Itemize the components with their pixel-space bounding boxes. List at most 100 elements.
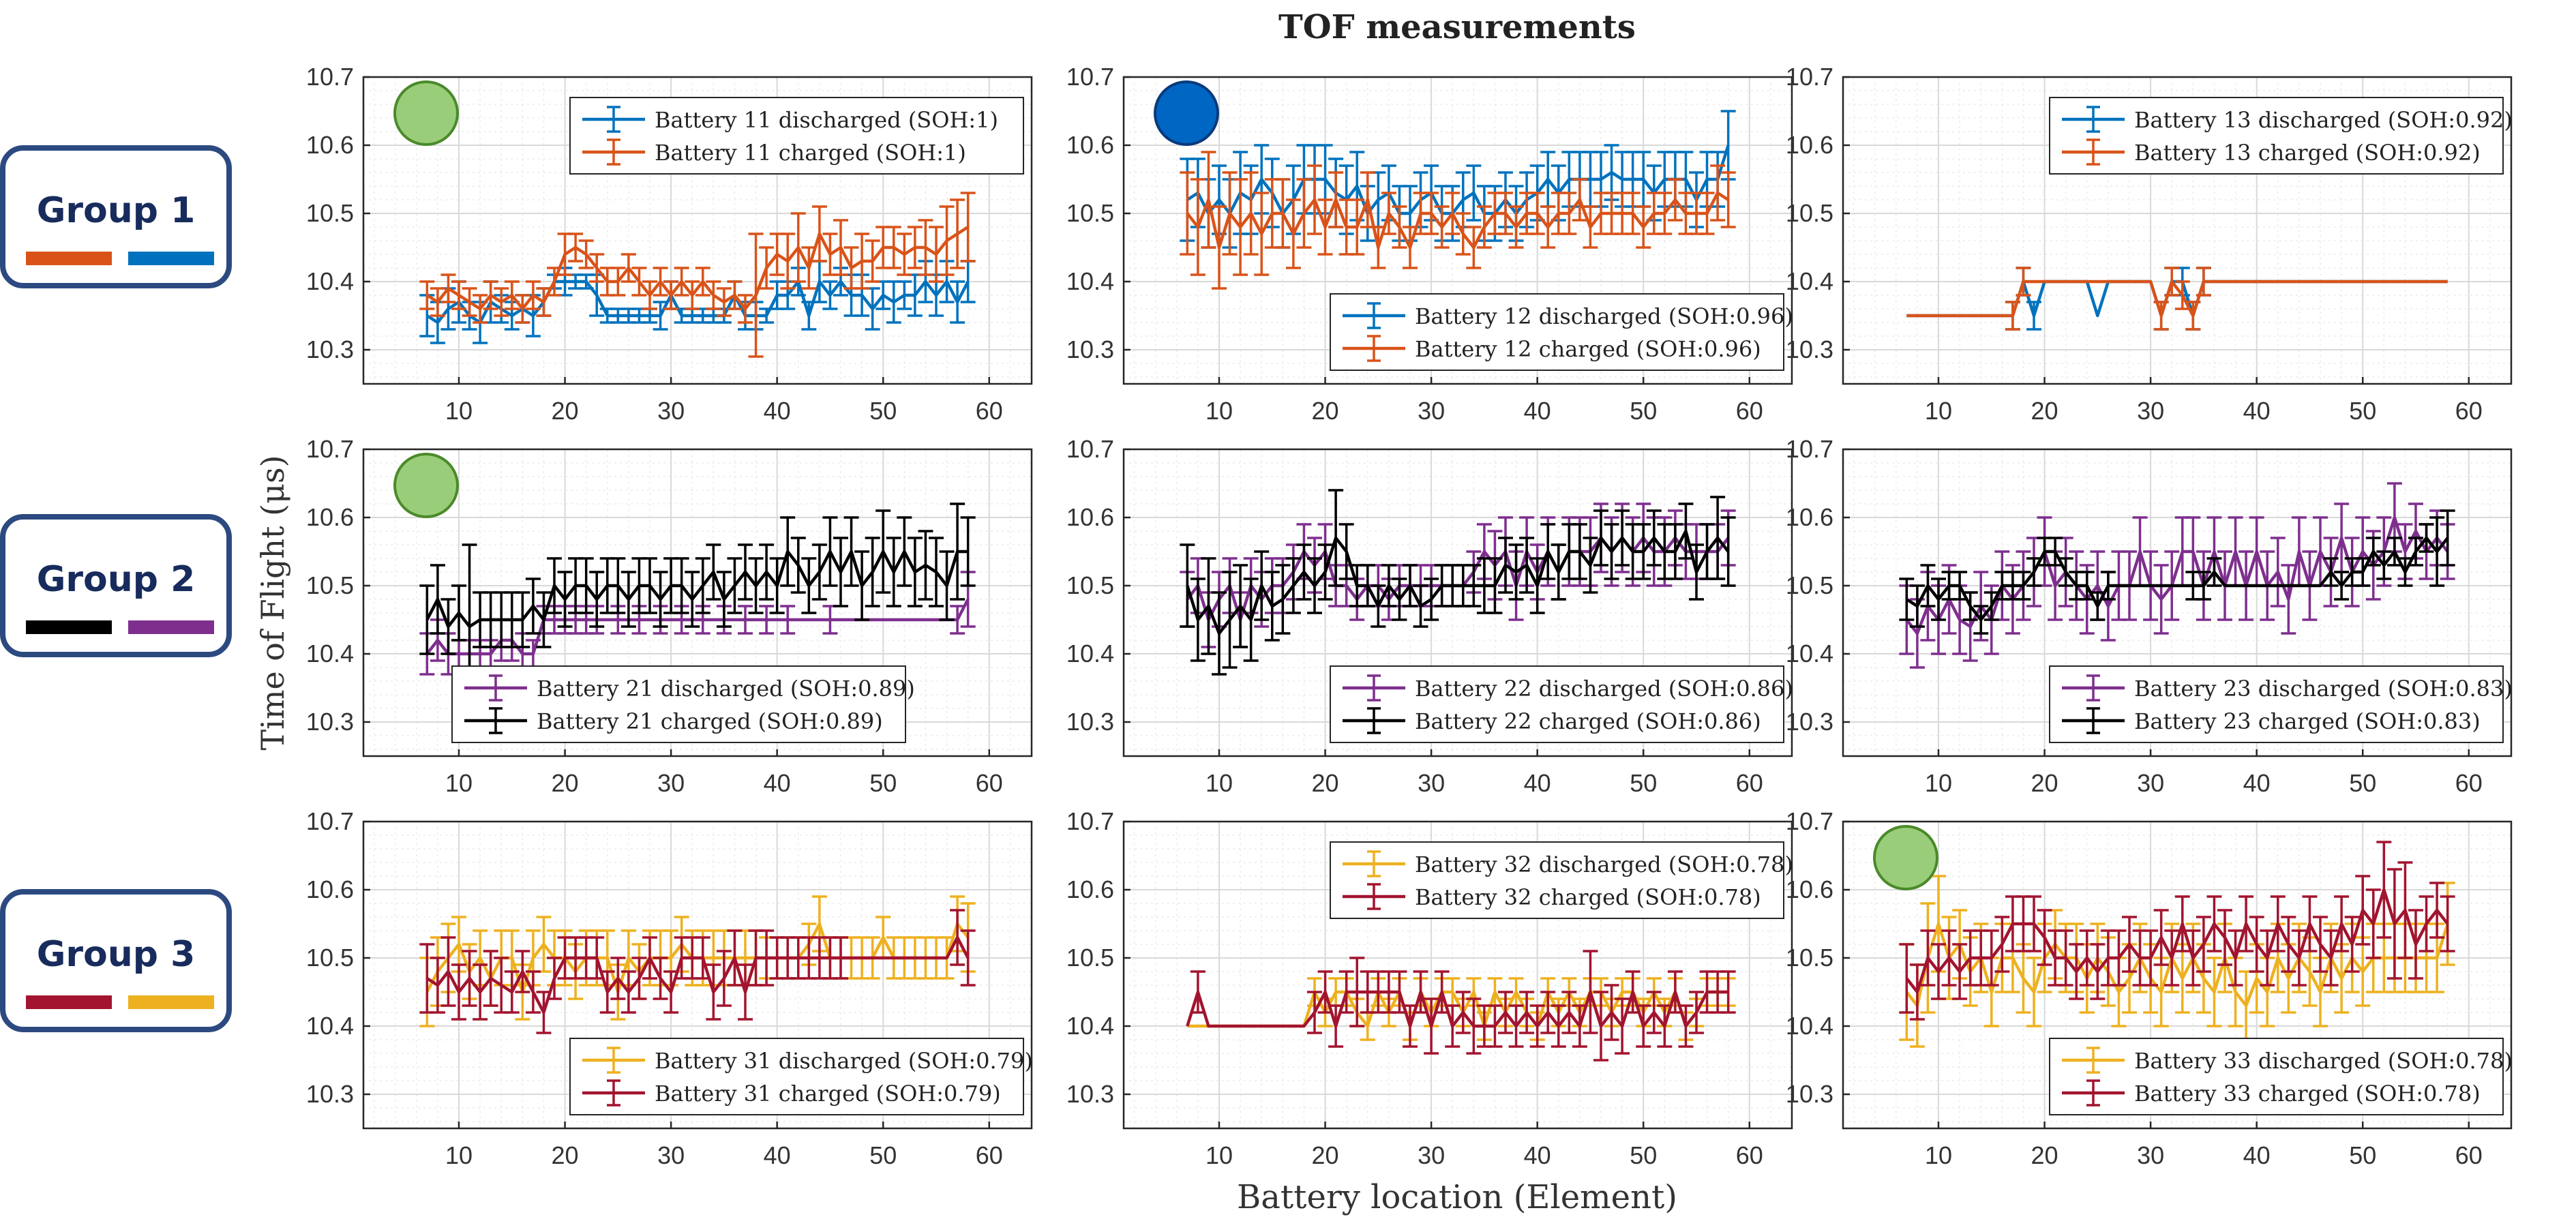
x-tick-label: 50 bbox=[1630, 769, 1657, 797]
y-tick-label: 10.3 bbox=[1786, 1080, 1833, 1108]
y-tick-label: 10.6 bbox=[306, 131, 354, 159]
group-3-title: Group 3 bbox=[36, 934, 196, 975]
legend-box bbox=[1330, 293, 1784, 371]
panel-31-frame bbox=[362, 820, 1033, 1130]
legend-label: Battery 32 discharged (SOH:0.78) bbox=[1415, 852, 1793, 877]
x-tick-label: 10 bbox=[445, 1141, 473, 1169]
y-tick-label: 10.4 bbox=[1066, 640, 1114, 667]
legend-label: Battery 21 charged (SOH:0.89) bbox=[537, 708, 883, 734]
x-tick-label: 30 bbox=[1418, 769, 1445, 797]
x-tick-label: 10 bbox=[1205, 1141, 1233, 1169]
series-21-2 bbox=[419, 502, 976, 710]
legend-23: Battery 23 discharged (SOH:0.83) Battery … bbox=[2049, 665, 2513, 743]
y-tick-label: 10.3 bbox=[306, 1080, 354, 1108]
x-tick-label: 20 bbox=[2031, 769, 2058, 797]
legend-label: Battery 13 discharged (SOH:0.92) bbox=[2134, 107, 2513, 133]
legend-label: Battery 11 discharged (SOH:1) bbox=[655, 107, 998, 133]
y-tick-label: 10.4 bbox=[1066, 1012, 1114, 1040]
legend-swatch bbox=[582, 1079, 645, 1107]
x-tick-label: 50 bbox=[2349, 1141, 2376, 1169]
panel-32-frame bbox=[1122, 820, 1793, 1130]
legend-13: Battery 13 discharged (SOH:0.92) Battery … bbox=[2049, 97, 2513, 175]
x-tick-label: 50 bbox=[869, 397, 897, 425]
series-line bbox=[1905, 888, 2449, 994]
x-tick-label: 30 bbox=[1418, 397, 1445, 425]
y-tick-label: 10.6 bbox=[1786, 503, 1833, 531]
x-tick-label: 10 bbox=[445, 769, 473, 797]
y-tick-label: 10.4 bbox=[306, 267, 354, 295]
x-tick-label: 60 bbox=[2455, 397, 2483, 425]
legend-box bbox=[2049, 665, 2504, 743]
series-line bbox=[1186, 990, 1728, 1028]
legend-label: Battery 32 charged (SOH:0.78) bbox=[1415, 884, 1761, 910]
x-tick-label: 60 bbox=[976, 397, 1003, 425]
y-tick-label: 10.7 bbox=[1066, 807, 1114, 835]
series-line bbox=[1186, 529, 1730, 635]
y-tick-label: 10.7 bbox=[306, 63, 354, 91]
series-line bbox=[1905, 922, 2449, 1008]
x-tick-label: 20 bbox=[552, 1141, 579, 1169]
y-tick-label: 10.3 bbox=[1786, 335, 1833, 363]
legend-swatch bbox=[582, 106, 645, 133]
status-dot bbox=[393, 80, 459, 146]
y-tick-label: 10.7 bbox=[1786, 807, 1833, 835]
x-tick-label: 50 bbox=[1630, 397, 1657, 425]
x-tick-label: 30 bbox=[2137, 397, 2164, 425]
y-tick-label: 10.7 bbox=[1066, 63, 1114, 91]
y-tick-label: 10.3 bbox=[1066, 1080, 1114, 1108]
legend-label: Battery 31 charged (SOH:0.79) bbox=[655, 1081, 1001, 1107]
legend-label: Battery 33 charged (SOH:0.78) bbox=[2134, 1081, 2481, 1107]
legend-33: Battery 33 discharged (SOH:0.78) Battery … bbox=[2049, 1038, 2513, 1115]
x-tick-label: 40 bbox=[1524, 769, 1551, 797]
series-33-2 bbox=[1899, 841, 2455, 1021]
legend-swatch bbox=[1343, 850, 1405, 877]
legend-swatch bbox=[1343, 707, 1405, 734]
legend-swatch bbox=[2062, 707, 2125, 734]
group-2-title: Group 2 bbox=[36, 559, 196, 600]
legend-box bbox=[2049, 97, 2504, 175]
panel-32: 10 20 30 40 50 60 10.3 10.4 10.5 10.6 10.7 Battery … bbox=[1066, 807, 1793, 1169]
x-tick-label: 10 bbox=[1925, 1141, 1952, 1169]
x-tick-label: 30 bbox=[657, 769, 685, 797]
series-line bbox=[426, 280, 970, 325]
x-tick-label: 40 bbox=[2243, 769, 2271, 797]
legend-swatch bbox=[1343, 335, 1405, 362]
y-tick-label: 10.6 bbox=[1066, 875, 1114, 903]
x-tick-label: 30 bbox=[2137, 1141, 2164, 1169]
legend-label: Battery 12 charged (SOH:0.96) bbox=[1415, 336, 1761, 362]
x-tick-label: 60 bbox=[976, 1141, 1003, 1169]
panel-22: 10 20 30 40 50 60 10.3 10.4 10.5 10.6 10.7 Battery … bbox=[1066, 435, 1793, 797]
legend-label: Battery 21 discharged (SOH:0.89) bbox=[537, 676, 915, 702]
group-3-box: Group 3 bbox=[0, 889, 232, 1032]
y-tick-label: 10.6 bbox=[1786, 875, 1833, 903]
group-1-box: Group 1 bbox=[0, 145, 232, 288]
legend-label: Battery 33 discharged (SOH:0.78) bbox=[2134, 1048, 2513, 1074]
status-dot bbox=[1154, 80, 1219, 146]
panel-23-frame bbox=[1842, 448, 2513, 757]
x-tick-label: 40 bbox=[1524, 397, 1551, 425]
group-1-title: Group 1 bbox=[36, 190, 196, 231]
panel-21-frame bbox=[362, 448, 1033, 757]
y-tick-label: 10.3 bbox=[1066, 708, 1114, 736]
x-tick-label: 60 bbox=[976, 769, 1003, 797]
series-31-2 bbox=[419, 909, 976, 1034]
x-tick-label: 20 bbox=[1312, 397, 1339, 425]
panel-12: 10 20 30 40 50 60 10.3 10.4 10.5 10.6 10.7 Battery … bbox=[1066, 63, 1793, 425]
legend-swatch bbox=[2062, 1047, 2125, 1074]
legend-box bbox=[451, 665, 906, 743]
series-11-2 bbox=[419, 192, 976, 358]
y-tick-label: 10.5 bbox=[306, 571, 354, 599]
legend-label: Battery 11 charged (SOH:1) bbox=[655, 140, 966, 166]
group-1-swatch-2 bbox=[128, 252, 214, 265]
series-line bbox=[425, 550, 968, 629]
legend-box bbox=[569, 1038, 1024, 1115]
x-tick-label: 30 bbox=[2137, 769, 2164, 797]
x-tick-label: 20 bbox=[1312, 1141, 1339, 1169]
x-tick-label: 60 bbox=[1736, 1141, 1763, 1169]
y-tick-label: 10.5 bbox=[1786, 944, 1833, 972]
legend-box bbox=[2049, 1038, 2504, 1115]
x-tick-label: 50 bbox=[869, 769, 897, 797]
group-3-swatch-1 bbox=[26, 995, 112, 1009]
group-2-swatch-1 bbox=[26, 620, 112, 634]
series-23-2 bbox=[1899, 509, 2455, 635]
